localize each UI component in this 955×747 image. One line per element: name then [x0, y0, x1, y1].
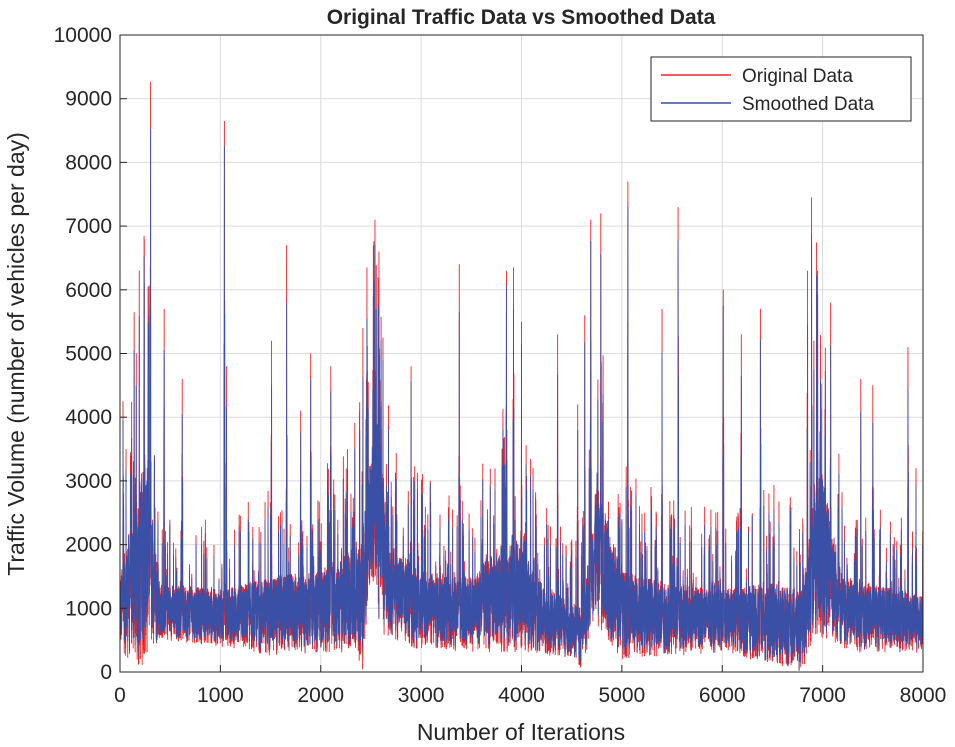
- legend: Original Data Smoothed Data: [650, 56, 912, 122]
- x-tick-label: 3000: [398, 684, 445, 707]
- x-tick-label: 4000: [498, 684, 545, 707]
- y-tick-label: 9000: [65, 88, 112, 111]
- x-axis: 0 1000 2000 3000 4000 5000 6000 7000 8000: [114, 665, 946, 707]
- x-tick-label: 2000: [297, 684, 344, 707]
- y-tick-label: 2000: [65, 534, 112, 557]
- x-tick-label: 6000: [699, 684, 746, 707]
- y-tick-label: 1000: [65, 597, 112, 620]
- y-tick-label: 5000: [65, 343, 112, 366]
- y-tick-label: 8000: [65, 151, 112, 174]
- y-tick-label: 10000: [54, 24, 112, 47]
- y-tick-label: 0: [100, 661, 112, 684]
- x-tick-label: 0: [114, 684, 126, 707]
- y-tick-label: 3000: [65, 470, 112, 493]
- x-tick-label: 5000: [599, 684, 646, 707]
- x-tick-label: 8000: [900, 684, 947, 707]
- y-tick-label: 6000: [65, 279, 112, 302]
- legend-box: [650, 56, 912, 122]
- series-line-smoothed-data: [119, 128, 924, 671]
- y-tick-label: 4000: [65, 406, 112, 429]
- x-axis-label: Number of Iterations: [417, 719, 625, 745]
- y-tick-label: 7000: [65, 215, 112, 238]
- x-tick-label: 1000: [197, 684, 244, 707]
- series-group: [119, 81, 924, 671]
- legend-label: Smoothed Data: [742, 94, 874, 115]
- chart-title: Original Traffic Data vs Smoothed Data: [327, 6, 716, 29]
- y-axis: 0 1000 2000 3000 4000 5000 6000 7000 8000 9000 100…: [54, 24, 127, 684]
- legend-label: Original Data: [742, 66, 853, 87]
- x-tick-label: 7000: [799, 684, 846, 707]
- y-axis-label: Traffic Volume (number of vehicles per d…: [3, 132, 29, 576]
